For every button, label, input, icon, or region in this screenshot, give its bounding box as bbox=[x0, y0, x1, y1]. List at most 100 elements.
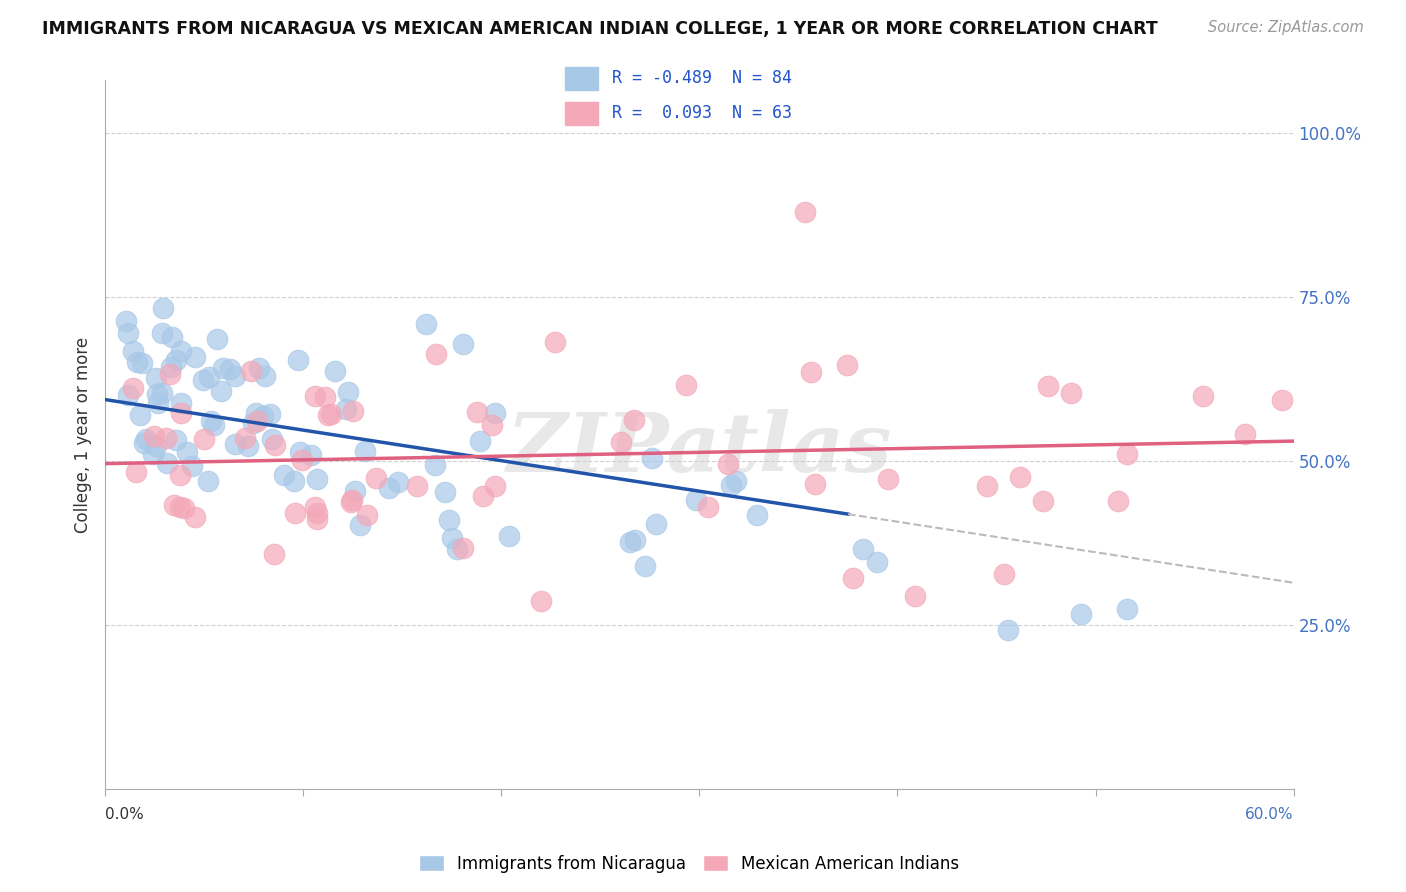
Point bbox=[349, 518, 371, 533]
Text: Source: ZipAtlas.com: Source: ZipAtlas.com bbox=[1208, 20, 1364, 35]
Point bbox=[205, 332, 228, 346]
Point bbox=[283, 507, 305, 521]
Point bbox=[197, 475, 219, 489]
Point bbox=[128, 408, 150, 422]
Point bbox=[451, 541, 474, 555]
Point bbox=[224, 368, 246, 383]
Point bbox=[319, 407, 342, 421]
Point bbox=[405, 479, 427, 493]
Point bbox=[364, 471, 387, 485]
Point bbox=[291, 452, 314, 467]
Point bbox=[273, 468, 295, 483]
Point bbox=[342, 403, 364, 417]
Point bbox=[176, 445, 198, 459]
Point bbox=[343, 483, 366, 498]
Point bbox=[156, 456, 179, 470]
Point bbox=[236, 439, 259, 453]
Point bbox=[877, 472, 900, 486]
Point bbox=[685, 493, 707, 508]
Point bbox=[262, 432, 284, 446]
Point bbox=[115, 314, 138, 328]
Point bbox=[696, 500, 718, 515]
Point bbox=[202, 417, 225, 432]
Point bbox=[146, 396, 169, 410]
Point bbox=[619, 534, 641, 549]
Point bbox=[263, 547, 285, 561]
Point bbox=[169, 500, 191, 515]
Point bbox=[200, 414, 222, 428]
Point bbox=[253, 369, 276, 384]
Legend: Immigrants from Nicaragua, Mexican American Indians: Immigrants from Nicaragua, Mexican Ameri… bbox=[412, 848, 966, 880]
Point bbox=[1032, 493, 1054, 508]
Text: 0.0%: 0.0% bbox=[105, 807, 145, 822]
Point bbox=[159, 367, 181, 381]
Point bbox=[415, 317, 437, 331]
Point bbox=[481, 417, 503, 432]
FancyBboxPatch shape bbox=[565, 67, 599, 90]
Point bbox=[720, 477, 742, 491]
Point bbox=[150, 326, 173, 341]
FancyBboxPatch shape bbox=[565, 102, 599, 125]
Point bbox=[530, 594, 553, 608]
Point bbox=[745, 508, 768, 522]
Point bbox=[467, 404, 489, 418]
Point bbox=[425, 346, 447, 360]
Point bbox=[193, 432, 215, 446]
Point bbox=[152, 301, 174, 315]
Point bbox=[142, 447, 165, 461]
Point bbox=[1107, 493, 1129, 508]
Point bbox=[245, 414, 267, 428]
Point bbox=[837, 358, 859, 372]
Text: 60.0%: 60.0% bbox=[1246, 807, 1294, 822]
Point bbox=[142, 429, 165, 443]
Point bbox=[866, 555, 889, 569]
Text: R = -0.489  N = 84: R = -0.489 N = 84 bbox=[612, 69, 792, 87]
Point bbox=[803, 477, 825, 491]
Point bbox=[160, 330, 183, 344]
Point bbox=[146, 386, 169, 401]
Point bbox=[378, 481, 401, 495]
Point bbox=[211, 360, 233, 375]
Point bbox=[335, 401, 357, 416]
Point bbox=[468, 434, 491, 449]
Point bbox=[634, 559, 657, 574]
Point bbox=[117, 326, 139, 341]
Point bbox=[165, 353, 187, 368]
Point bbox=[159, 359, 181, 374]
Point bbox=[852, 542, 875, 557]
Point bbox=[471, 489, 494, 503]
Point bbox=[191, 373, 214, 387]
Point bbox=[121, 343, 143, 358]
Point bbox=[439, 513, 461, 527]
Point bbox=[145, 439, 167, 453]
Point bbox=[163, 498, 186, 512]
Point bbox=[145, 371, 167, 385]
Point bbox=[387, 475, 409, 489]
Point bbox=[340, 495, 363, 509]
Point bbox=[1036, 378, 1059, 392]
Point bbox=[342, 493, 364, 508]
Point bbox=[423, 458, 446, 472]
Text: R =  0.093  N = 63: R = 0.093 N = 63 bbox=[612, 104, 792, 122]
Point bbox=[610, 434, 633, 449]
Point bbox=[242, 417, 264, 431]
Point bbox=[132, 435, 155, 450]
Point bbox=[240, 364, 263, 378]
Point bbox=[800, 365, 823, 379]
Point bbox=[623, 413, 645, 427]
Y-axis label: College, 1 year or more: College, 1 year or more bbox=[75, 337, 93, 533]
Point bbox=[299, 449, 322, 463]
Point bbox=[675, 378, 697, 392]
Point bbox=[1192, 389, 1215, 403]
Point bbox=[173, 500, 195, 515]
Point bbox=[842, 571, 865, 585]
Point bbox=[117, 388, 139, 402]
Point bbox=[198, 370, 221, 384]
Point bbox=[184, 509, 207, 524]
Point bbox=[356, 508, 378, 523]
Point bbox=[152, 385, 174, 400]
Point bbox=[170, 396, 193, 410]
Point bbox=[336, 384, 359, 399]
Point bbox=[183, 350, 205, 364]
Point bbox=[127, 355, 149, 369]
